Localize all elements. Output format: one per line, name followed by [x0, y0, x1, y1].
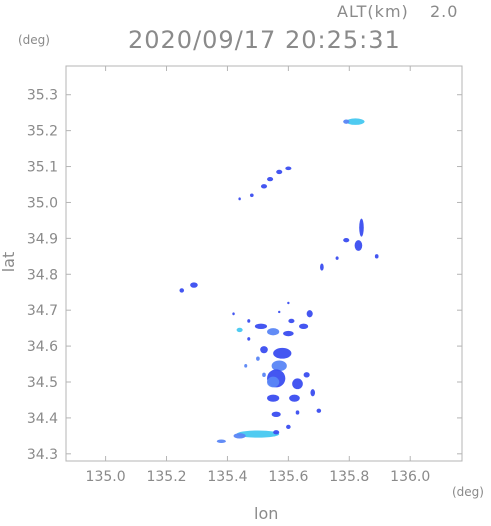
echo-point — [288, 318, 295, 324]
echo-point — [359, 218, 364, 237]
timestamp-title: 2020/09/17 20:25:31 — [128, 26, 401, 54]
x-tick-label: 135.6 — [268, 469, 308, 485]
echo-point — [271, 360, 287, 372]
x-tick-label: 135.4 — [207, 469, 247, 485]
y-tick-label: 35.0 — [27, 195, 58, 211]
echo-point — [346, 118, 365, 125]
echo-point — [236, 430, 280, 438]
echo-point — [306, 310, 313, 318]
echo-point — [267, 376, 280, 388]
x-tick-label: 135.0 — [86, 469, 126, 485]
x-tick-label: 136.0 — [390, 469, 430, 485]
echo-point — [354, 240, 363, 251]
echo-point — [232, 312, 235, 316]
echo-point — [179, 288, 185, 293]
echo-point — [276, 169, 283, 175]
echo-layer — [179, 118, 379, 444]
x-unit-label: (deg) — [452, 485, 484, 499]
echo-point — [273, 430, 280, 435]
x-tick-label: 135.2 — [146, 469, 186, 485]
echo-point — [295, 410, 300, 415]
echo-point — [244, 364, 248, 368]
echo-point — [238, 197, 241, 201]
y-tick-label: 34.7 — [27, 303, 58, 319]
y-tick-label: 34.4 — [27, 411, 58, 427]
echo-point — [247, 319, 251, 323]
echo-point — [267, 176, 274, 182]
echo-point — [303, 372, 310, 378]
echo-point — [247, 337, 251, 341]
echo-point — [289, 394, 300, 402]
echo-point — [310, 389, 316, 397]
echo-point — [343, 238, 350, 243]
echo-point — [262, 372, 266, 377]
y-axis-title: lat — [0, 252, 18, 273]
y-tick-label: 34.3 — [27, 447, 58, 463]
echo-point — [320, 263, 324, 271]
echo-point — [271, 411, 281, 418]
echo-point — [299, 323, 309, 330]
y-tick-label: 35.1 — [27, 160, 58, 176]
echo-point — [316, 408, 322, 413]
echo-point — [292, 378, 303, 390]
y-tick-label: 34.6 — [27, 339, 58, 355]
y-tick-label: 34.5 — [27, 375, 58, 391]
echo-point — [249, 193, 254, 198]
echo-point — [256, 356, 260, 361]
y-unit-label: (deg) — [18, 33, 50, 47]
x-axis-title: lon — [254, 504, 278, 521]
echo-point — [260, 346, 268, 354]
echo-point — [343, 119, 350, 124]
echo-point — [273, 347, 292, 359]
y-tick-label: 35.2 — [27, 124, 58, 140]
y-tick-label: 34.9 — [27, 231, 58, 247]
echo-point — [267, 394, 280, 402]
echo-point — [374, 254, 379, 259]
y-tick-label: 35.3 — [27, 88, 58, 104]
echo-point — [236, 327, 243, 333]
echo-point — [283, 330, 294, 337]
echo-point — [267, 328, 280, 336]
echo-point — [278, 310, 281, 314]
echo-point — [254, 323, 268, 330]
altitude-label: ALT(km) — [337, 2, 409, 21]
plot-frame — [65, 65, 463, 462]
y-tick-label: 34.8 — [27, 267, 58, 283]
echo-point — [190, 282, 198, 288]
x-tick-label: 135.8 — [329, 469, 369, 485]
altitude-value: 2.0 — [430, 2, 458, 21]
axis-ticks: 135.0 135.2 135.4 135.6 135.8 136.0 34.3 34.4 34… — [27, 66, 462, 485]
echo-point — [216, 439, 226, 444]
echo-point — [286, 424, 291, 430]
echo-point — [335, 256, 339, 260]
echo-point — [285, 166, 292, 171]
echo-point — [233, 433, 246, 439]
echo-point — [260, 184, 268, 189]
echo-point — [287, 301, 290, 305]
